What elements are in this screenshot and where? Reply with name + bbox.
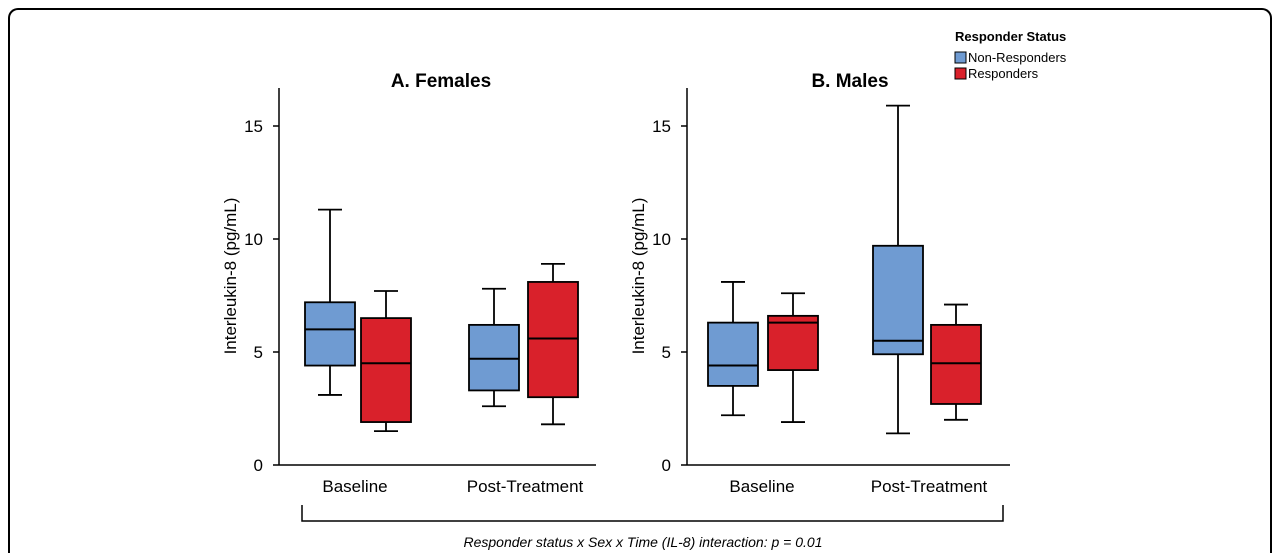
y-axis-label: Interleukin-8 (pg/mL) [221,198,240,355]
legend-label: Non-Responders [968,50,1067,65]
box-iqr [360,317,412,423]
box-iqr [767,314,819,371]
y-tick-label: 5 [254,343,263,362]
x-category-label: Baseline [322,477,387,496]
box-iqr [304,301,356,367]
legend-swatch [954,67,967,80]
y-tick-label: 15 [244,117,263,136]
box-iqr [707,321,759,387]
interaction-annotation: Responder status x Sex x Time (IL-8) int… [464,534,823,550]
legend-label: Responders [968,66,1039,81]
interaction-bracket [301,505,1004,522]
y-tick-label: 0 [254,456,263,475]
panel-title: B. Males [811,71,888,92]
box-iqr [872,244,924,356]
figure-frame [8,8,1272,553]
y-axis-label: Interleukin-8 (pg/mL) [629,198,648,355]
legend-swatch [954,51,967,64]
legend-title: Responder Status [955,29,1066,44]
panel-title: A. Females [391,71,491,92]
y-tick-label: 10 [244,230,263,249]
box-iqr [527,281,579,399]
x-category-label: Post-Treatment [871,477,988,496]
y-tick-label: 0 [662,456,671,475]
x-category-label: Baseline [729,477,794,496]
box-iqr [930,323,982,405]
x-category-label: Post-Treatment [467,477,584,496]
box-iqr [468,323,520,392]
y-tick-label: 15 [652,117,671,136]
y-tick-label: 5 [662,343,671,362]
y-tick-label: 10 [652,230,671,249]
